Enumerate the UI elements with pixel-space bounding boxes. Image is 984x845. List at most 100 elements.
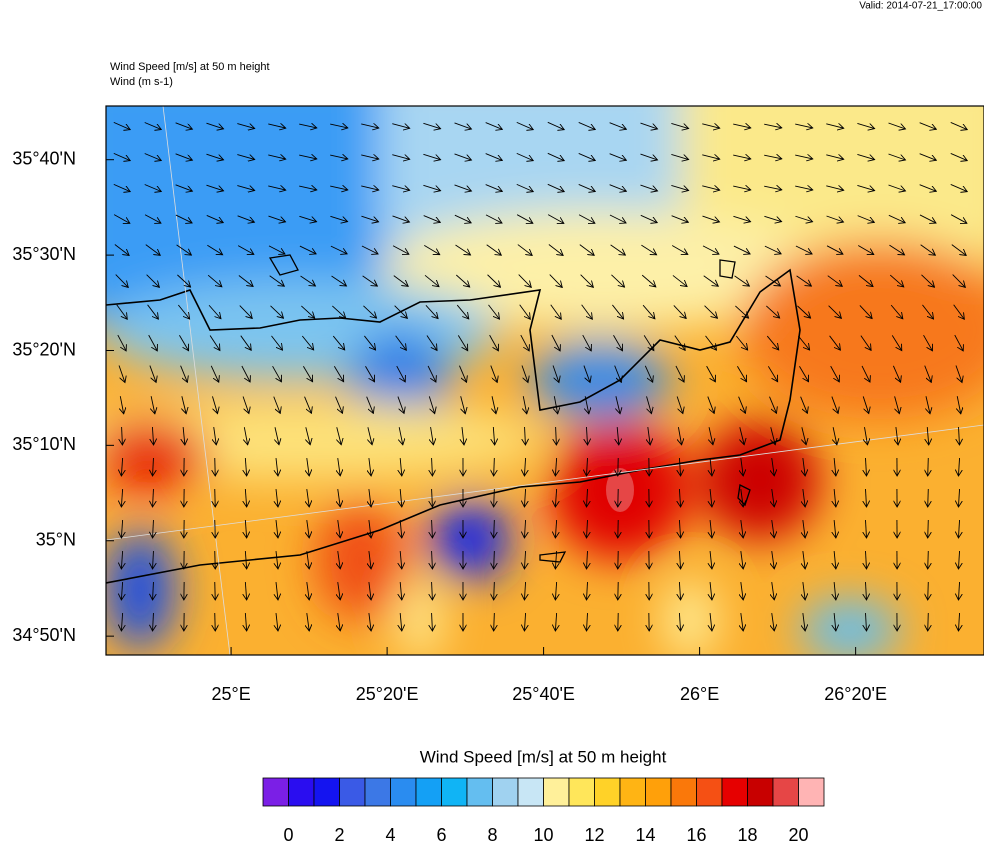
wind-arrow <box>612 304 623 319</box>
wind-arrow <box>330 215 347 221</box>
wind-arrow <box>121 519 122 538</box>
wind-arrow <box>113 214 130 224</box>
wind-arrow <box>737 366 746 381</box>
wind-arrow <box>702 245 719 254</box>
wind-arrow <box>524 581 525 600</box>
wind-arrow <box>741 458 743 476</box>
wind-arrow <box>369 489 371 507</box>
wind-arrow <box>183 426 185 445</box>
colorbar-box <box>415 777 442 807</box>
wind-arrow <box>889 244 904 255</box>
wind-arrow <box>767 366 777 381</box>
wind-arrow <box>392 186 409 191</box>
colorbar-label: 8 <box>487 825 497 845</box>
wind-arrow <box>741 520 743 538</box>
wind-arrow <box>301 335 313 350</box>
wind-arrow <box>269 275 285 286</box>
wind-arrow <box>488 304 500 319</box>
wind-arrow <box>519 304 531 320</box>
wind-arrow <box>149 365 156 383</box>
wind-arrow <box>299 186 317 190</box>
y-tick-label: 35°20'N <box>12 339 76 359</box>
wind-arrow <box>888 214 905 222</box>
wind-arrow <box>182 396 186 413</box>
wind-arrow <box>858 275 873 286</box>
wind-arrow <box>919 122 937 130</box>
wind-arrow <box>459 365 466 383</box>
wind-arrow <box>423 153 440 159</box>
wind-arrow <box>461 396 466 413</box>
colorbar-label: 4 <box>385 825 395 845</box>
wind-arrow <box>803 520 805 538</box>
wind-arrow <box>858 245 874 254</box>
wind-arrow <box>578 214 595 224</box>
wind-arrow <box>153 581 154 600</box>
wind-arrow <box>306 427 310 444</box>
wind-arrow <box>587 581 588 600</box>
wind-arrow <box>959 426 960 445</box>
wind-arrow <box>268 155 285 159</box>
map-frame <box>105 105 984 656</box>
wind-arrow <box>245 457 246 476</box>
wind-arrow <box>866 612 867 631</box>
wind-arrow <box>330 155 348 159</box>
wind-arrow <box>485 214 502 223</box>
wind-arrow <box>206 214 224 222</box>
wind-arrow <box>120 396 123 414</box>
wind-arrow <box>555 550 556 569</box>
wind-arrow <box>866 550 867 569</box>
wind-arrow <box>741 582 743 600</box>
wind-arrow <box>276 582 278 600</box>
wind-arrow <box>769 396 777 414</box>
wind-arrow <box>671 245 688 255</box>
wind-arrow <box>273 396 281 414</box>
wind-arrow <box>338 613 340 631</box>
wind-arrow <box>679 488 680 507</box>
wind-arrow <box>121 581 122 600</box>
wind-arrow <box>552 365 559 382</box>
field-title: Wind Speed [m/s] at 50 m height <box>110 61 270 73</box>
wind-arrow <box>369 582 371 600</box>
wind-arrow <box>587 612 588 631</box>
wind-arrow <box>276 520 278 538</box>
colorbar-box <box>696 777 723 807</box>
wind-arrow <box>548 244 563 256</box>
wind-arrow <box>392 215 410 222</box>
colorbar-box <box>517 777 544 807</box>
wind-arrow <box>521 365 528 383</box>
wind-arrow <box>578 153 596 160</box>
wind-arrow <box>494 457 495 476</box>
wind-arrow <box>517 244 532 256</box>
wind-arrow <box>857 215 875 223</box>
colorbar-box <box>390 777 417 807</box>
wind-arrow <box>152 426 153 445</box>
wind-arrow <box>268 245 285 254</box>
wind-arrow <box>923 334 933 351</box>
wind-arrow <box>300 275 316 286</box>
wind-arrow <box>555 612 556 631</box>
wind-arrow <box>115 274 129 288</box>
wind-arrow <box>338 582 340 600</box>
wind-arrow <box>702 215 719 222</box>
wind-arrow <box>679 519 680 538</box>
wind-arrow <box>928 612 929 631</box>
wind-arrow <box>556 426 557 445</box>
wind-arrow <box>121 488 122 507</box>
wind-arrow <box>710 458 712 476</box>
wind-arrow <box>549 274 563 288</box>
wind-arrow <box>641 274 656 287</box>
wind-arrow <box>555 519 556 538</box>
wind-arrow <box>802 427 806 444</box>
wind-arrow <box>950 122 968 129</box>
wind-arrow <box>520 334 529 351</box>
y-tick-label: 34°50'N <box>12 625 76 645</box>
wind-arrow <box>894 396 900 413</box>
wind-arrow <box>121 550 122 569</box>
wind-arrow <box>424 274 439 286</box>
wind-arrow <box>432 550 433 569</box>
x-tick-label: 25°E <box>211 684 250 704</box>
wind-arrow <box>524 612 525 631</box>
wind-arrow <box>454 184 472 191</box>
wind-arrow <box>616 396 620 414</box>
